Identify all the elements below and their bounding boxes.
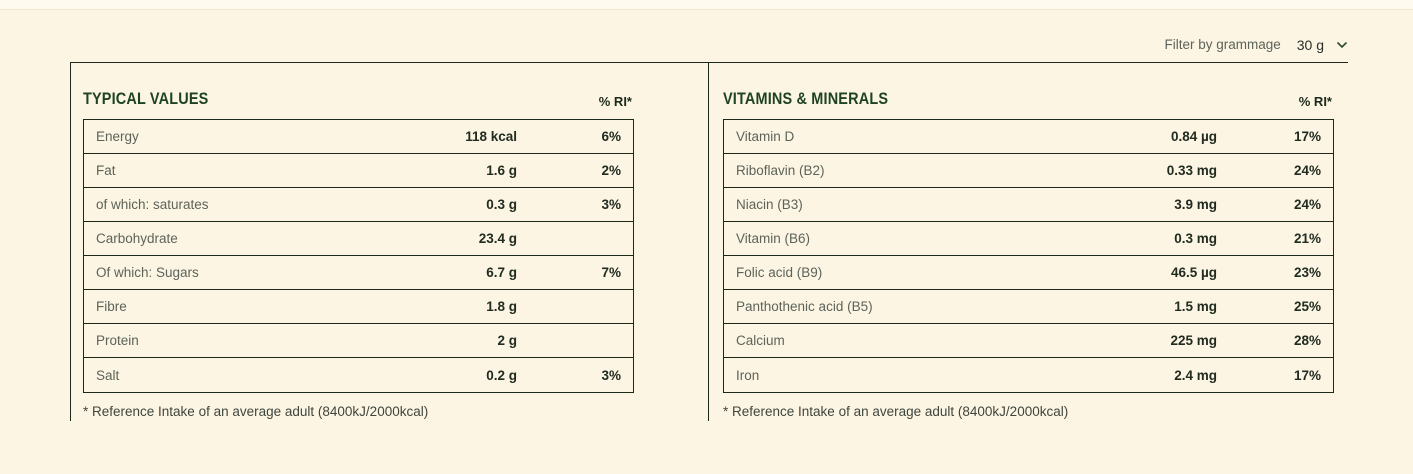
row-value: 2 g <box>497 333 517 348</box>
row-ri: 28% <box>1293 333 1321 348</box>
top-divider <box>0 0 1413 10</box>
row-value: 1.6 g <box>486 163 517 178</box>
table-row: Iron 2.4 mg 17% <box>724 358 1333 392</box>
row-value: 0.84 µg <box>1170 129 1217 144</box>
row-label: Vitamin D <box>736 129 795 144</box>
row-label: Carbohydrate <box>96 231 178 246</box>
row-label: Of which: Sugars <box>96 265 199 280</box>
row-ri: 25% <box>1293 299 1321 314</box>
row-ri: 24% <box>1293 197 1321 212</box>
row-label: Niacin (B3) <box>736 197 803 212</box>
table-row: Calcium 225 mg 28% <box>724 324 1333 358</box>
row-label: Iron <box>736 367 760 383</box>
ri-column-header: % RI* <box>1298 94 1332 109</box>
table-row: Vitamin D 0.84 µg 17% <box>724 120 1333 154</box>
row-value: 2.4 mg <box>1174 367 1217 383</box>
row-value: 1.5 mg <box>1174 299 1217 314</box>
section-title: TYPICAL VALUES <box>83 89 209 108</box>
row-label: of which: saturates <box>96 197 209 212</box>
row-value: 6.7 g <box>486 265 517 280</box>
filter-label: Filter by grammage <box>1164 37 1281 52</box>
row-value: 46.5 µg <box>1170 265 1217 280</box>
row-label: Folic acid (B9) <box>736 265 823 280</box>
reference-intake-footnote: * Reference Intake of an average adult (… <box>723 404 1069 419</box>
typical-values-table: Energy 118 kcal 6% Fat 1.6 g 2% of which… <box>83 119 634 393</box>
section-title: VITAMINS & MINERALS <box>723 89 889 108</box>
row-ri: 2% <box>601 163 621 178</box>
row-ri: 3% <box>601 197 621 212</box>
row-ri: 3% <box>601 367 621 383</box>
table-row: Folic acid (B9) 46.5 µg 23% <box>724 256 1333 290</box>
table-row: Vitamin (B6) 0.3 mg 21% <box>724 222 1333 256</box>
row-value: 0.3 g <box>486 197 517 212</box>
row-ri: 21% <box>1293 231 1321 246</box>
row-label: Vitamin (B6) <box>736 231 811 246</box>
row-ri: 7% <box>601 265 621 280</box>
row-label: Calcium <box>736 333 785 348</box>
row-ri: 17% <box>1293 129 1321 144</box>
row-ri: 17% <box>1293 367 1321 383</box>
table-row: Carbohydrate 23.4 g <box>84 222 633 256</box>
chevron-down-icon <box>1336 41 1348 49</box>
row-value: 225 mg <box>1170 333 1217 348</box>
row-value: 23.4 g <box>478 231 517 246</box>
row-value: 0.3 mg <box>1174 231 1217 246</box>
row-value: 0.2 g <box>486 367 517 383</box>
table-row: Protein 2 g <box>84 324 633 358</box>
ri-column-header: % RI* <box>598 94 632 109</box>
table-row: Fat 1.6 g 2% <box>84 154 633 188</box>
vitamins-minerals-table: Vitamin D 0.84 µg 17% Riboflavin (B2) 0.… <box>723 119 1334 393</box>
vitamins-minerals-section: VITAMINS & MINERALS % RI* Vitamin D 0.84… <box>708 63 1348 421</box>
row-value: 0.33 mg <box>1166 163 1217 178</box>
row-label: Fibre <box>96 299 127 314</box>
table-row: Fibre 1.8 g <box>84 290 633 324</box>
row-value: 118 kcal <box>465 129 517 144</box>
table-row: of which: saturates 0.3 g 3% <box>84 188 633 222</box>
row-value: 3.9 mg <box>1174 197 1217 212</box>
nutrition-panel: TYPICAL VALUES % RI* Energy 118 kcal 6% … <box>70 62 1348 421</box>
reference-intake-footnote: * Reference Intake of an average adult (… <box>83 404 429 419</box>
row-label: Protein <box>96 333 139 348</box>
typical-values-section: TYPICAL VALUES % RI* Energy 118 kcal 6% … <box>70 63 708 421</box>
table-row: Panthothenic acid (B5) 1.5 mg 25% <box>724 290 1333 324</box>
row-label: Energy <box>96 129 139 144</box>
row-label: Salt <box>96 367 120 383</box>
grammage-selected-value: 30 g <box>1296 36 1324 53</box>
row-ri: 23% <box>1293 265 1321 280</box>
table-row: Salt 0.2 g 3% <box>84 358 633 392</box>
table-row: Niacin (B3) 3.9 mg 24% <box>724 188 1333 222</box>
row-value: 1.8 g <box>486 299 517 314</box>
row-ri: 6% <box>601 129 621 144</box>
row-ri: 24% <box>1293 163 1321 178</box>
row-label: Fat <box>96 163 116 178</box>
filter-bar: Filter by grammage 30 g <box>0 10 1413 62</box>
grammage-select[interactable]: 30 g <box>1297 37 1348 53</box>
row-label: Panthothenic acid (B5) <box>736 299 873 314</box>
table-row: Energy 118 kcal 6% <box>84 120 633 154</box>
row-label: Riboflavin (B2) <box>736 163 825 178</box>
table-row: Of which: Sugars 6.7 g 7% <box>84 256 633 290</box>
table-row: Riboflavin (B2) 0.33 mg 24% <box>724 154 1333 188</box>
